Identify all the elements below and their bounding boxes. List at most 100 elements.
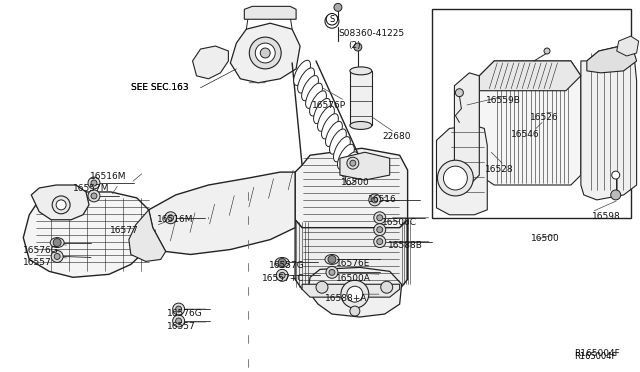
- Circle shape: [52, 196, 70, 214]
- Polygon shape: [31, 185, 89, 220]
- Polygon shape: [129, 210, 166, 262]
- Text: 16557+C: 16557+C: [262, 274, 305, 283]
- Text: 16516M: 16516M: [90, 172, 127, 181]
- Ellipse shape: [317, 106, 334, 131]
- Text: 16576P: 16576P: [312, 101, 346, 110]
- Circle shape: [53, 238, 61, 247]
- Text: 16500C: 16500C: [381, 218, 417, 227]
- Circle shape: [91, 180, 97, 186]
- Circle shape: [377, 238, 383, 244]
- Polygon shape: [436, 125, 487, 215]
- Polygon shape: [230, 23, 300, 83]
- Circle shape: [334, 3, 342, 11]
- Circle shape: [250, 37, 281, 69]
- Ellipse shape: [330, 129, 346, 154]
- Polygon shape: [340, 152, 390, 180]
- Circle shape: [374, 212, 386, 224]
- Ellipse shape: [306, 83, 323, 108]
- Text: 16557: 16557: [23, 259, 52, 267]
- Ellipse shape: [350, 122, 372, 129]
- Text: 16500A: 16500A: [336, 274, 371, 283]
- Text: 16546: 16546: [511, 131, 540, 140]
- Circle shape: [175, 318, 182, 324]
- Circle shape: [88, 190, 100, 202]
- Ellipse shape: [321, 114, 339, 139]
- Circle shape: [347, 157, 359, 169]
- Polygon shape: [302, 284, 399, 297]
- Circle shape: [347, 286, 363, 302]
- Text: R165004F: R165004F: [574, 352, 616, 361]
- Polygon shape: [295, 220, 408, 289]
- Ellipse shape: [350, 67, 372, 75]
- Polygon shape: [581, 46, 637, 200]
- Circle shape: [377, 215, 383, 221]
- Text: S08360-41225: S08360-41225: [338, 29, 404, 38]
- Circle shape: [377, 227, 383, 232]
- Text: S: S: [330, 15, 335, 24]
- Polygon shape: [479, 61, 581, 185]
- Circle shape: [374, 224, 386, 235]
- Text: R165004F: R165004F: [574, 349, 620, 358]
- Polygon shape: [193, 46, 228, 79]
- Text: 16557: 16557: [166, 322, 195, 331]
- Ellipse shape: [326, 121, 342, 147]
- Text: S: S: [330, 17, 334, 26]
- Circle shape: [444, 166, 467, 190]
- Text: 16557G: 16557G: [269, 262, 305, 270]
- Text: 16526: 16526: [530, 113, 559, 122]
- Circle shape: [438, 160, 474, 196]
- Circle shape: [56, 200, 66, 210]
- Circle shape: [260, 48, 270, 58]
- Ellipse shape: [342, 152, 358, 177]
- Text: 16576G: 16576G: [166, 309, 202, 318]
- Ellipse shape: [50, 238, 64, 247]
- Ellipse shape: [325, 254, 339, 264]
- Polygon shape: [295, 148, 408, 228]
- Text: SEE SEC.163: SEE SEC.163: [131, 83, 188, 92]
- Circle shape: [173, 315, 184, 327]
- Circle shape: [372, 197, 378, 203]
- Ellipse shape: [310, 91, 326, 116]
- Circle shape: [348, 158, 358, 168]
- Circle shape: [544, 48, 550, 54]
- Circle shape: [316, 281, 328, 293]
- Circle shape: [611, 190, 621, 200]
- Circle shape: [325, 14, 339, 28]
- Text: 16598: 16598: [592, 212, 621, 221]
- Text: SEE SEC.163: SEE SEC.163: [131, 83, 188, 92]
- Circle shape: [173, 303, 184, 315]
- Polygon shape: [308, 267, 402, 317]
- Circle shape: [91, 193, 97, 199]
- Circle shape: [255, 43, 275, 63]
- Polygon shape: [479, 61, 581, 91]
- Circle shape: [374, 235, 386, 247]
- Circle shape: [279, 272, 285, 278]
- Polygon shape: [587, 46, 637, 73]
- Text: (2): (2): [348, 41, 360, 50]
- Polygon shape: [23, 192, 153, 277]
- Circle shape: [328, 256, 336, 263]
- Text: 16576E: 16576E: [336, 259, 371, 269]
- Ellipse shape: [294, 60, 310, 86]
- Text: 16528: 16528: [485, 165, 514, 174]
- Text: 16577: 16577: [110, 226, 139, 235]
- Text: 16557M: 16557M: [73, 184, 109, 193]
- Text: 16500: 16500: [341, 178, 370, 187]
- Ellipse shape: [333, 137, 350, 162]
- Circle shape: [456, 89, 463, 97]
- Circle shape: [168, 215, 173, 221]
- Bar: [431, 9, 630, 218]
- Polygon shape: [244, 6, 296, 19]
- Circle shape: [276, 269, 288, 281]
- Polygon shape: [454, 73, 479, 185]
- Text: 22680: 22680: [383, 132, 412, 141]
- Circle shape: [341, 280, 369, 308]
- Polygon shape: [617, 36, 639, 56]
- Ellipse shape: [314, 99, 330, 124]
- Circle shape: [164, 212, 177, 224]
- Bar: [350, 71, 372, 125]
- Circle shape: [350, 160, 356, 166]
- Circle shape: [54, 253, 60, 259]
- Text: 16516M: 16516M: [157, 215, 193, 224]
- Ellipse shape: [346, 160, 362, 185]
